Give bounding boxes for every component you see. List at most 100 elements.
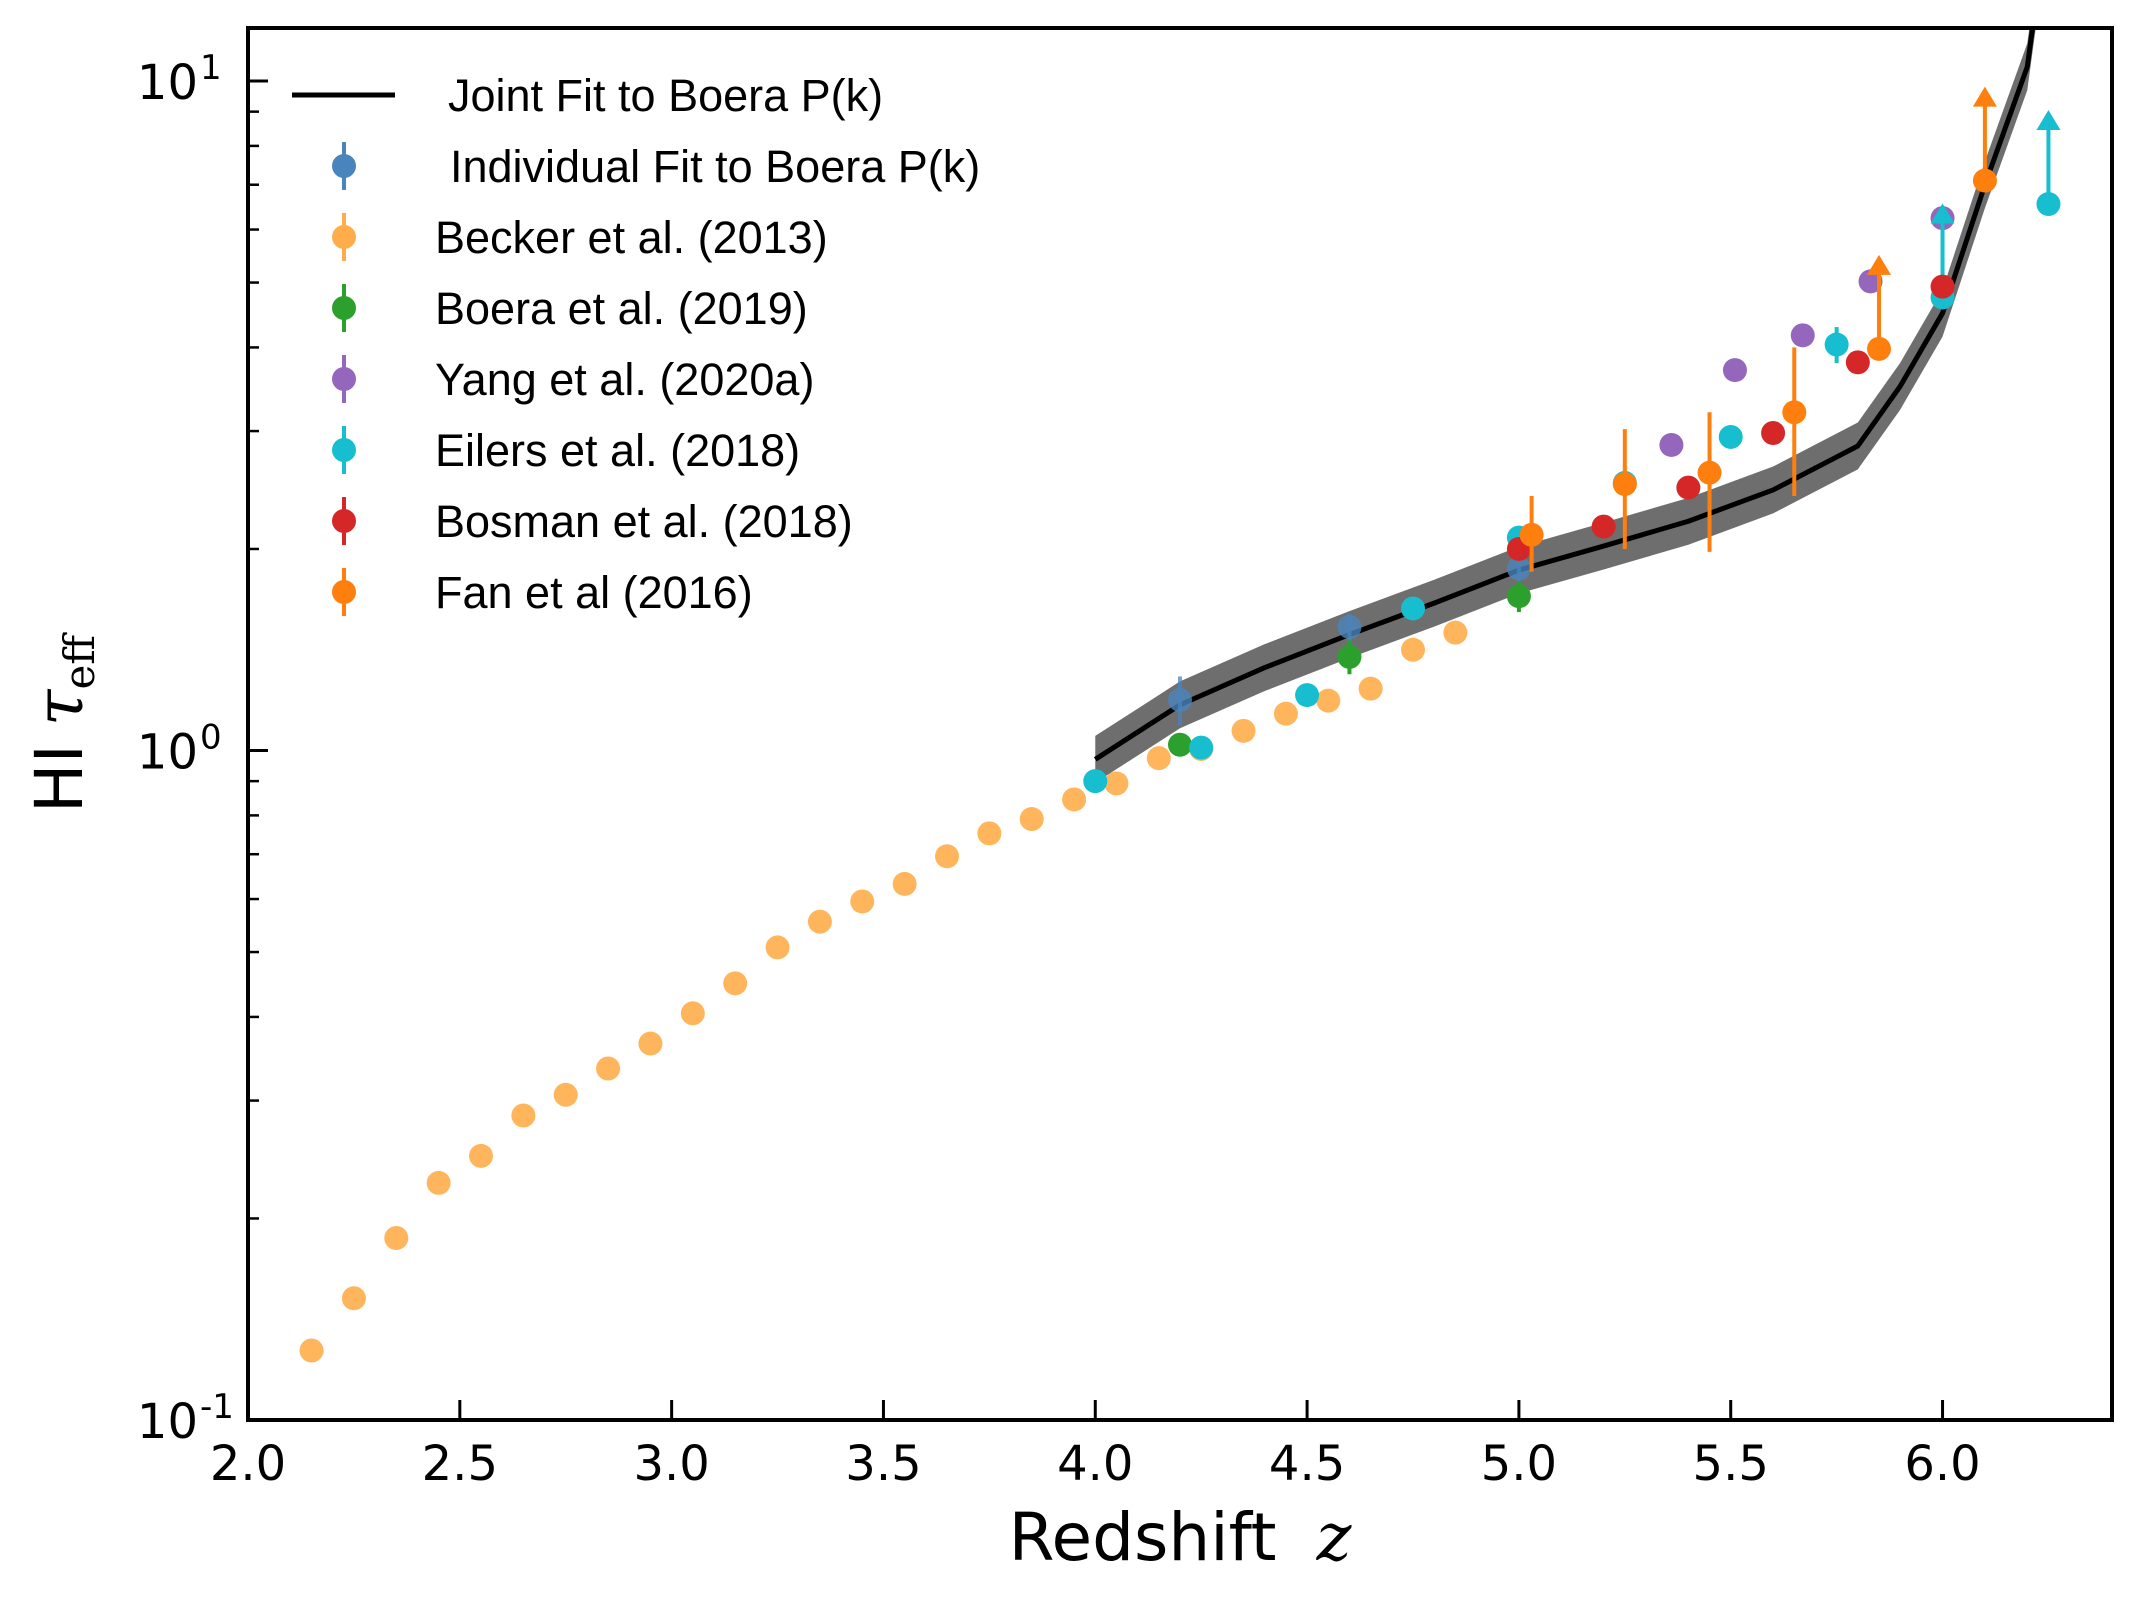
legend-entry: Bosman et al. (2018): [332, 496, 853, 547]
legend-marker-swatch: [332, 296, 356, 320]
legend-marker-swatch: [332, 509, 356, 533]
legend-label: Bosman et al. (2018): [435, 496, 853, 547]
legend-entry: Yang et al. (2020a): [332, 354, 814, 405]
legend-entry: Becker et al. (2013): [332, 212, 828, 263]
data-point: [1972, 168, 1997, 193]
data-point: [638, 1031, 663, 1056]
x-tick-label: 3.5: [845, 1436, 921, 1492]
x-tick-label: 4.5: [1269, 1436, 1345, 1492]
data-point: [553, 1082, 578, 1107]
y-tick-label: 10 -1: [137, 1387, 234, 1450]
data-point: [1401, 637, 1425, 662]
legend-marker-swatch: [332, 154, 356, 178]
x-tick-label: 2.0: [210, 1436, 286, 1492]
data-point: [892, 871, 917, 896]
data-point: [1761, 421, 1786, 446]
data-point: [935, 844, 959, 869]
data-point: [807, 909, 832, 934]
data-point: [1168, 687, 1192, 712]
data-point: [1506, 584, 1531, 609]
y-tick-label-base: 10: [137, 1394, 198, 1450]
y-tick-label: 10 0: [137, 718, 222, 781]
legend-entry: Individual Fit to Boera P(k): [332, 141, 980, 192]
y-tick-label-base: 10: [137, 725, 198, 781]
data-points-group: [299, 86, 2061, 1363]
series-fan-et-al-2016: [1519, 86, 1997, 572]
legend-label: Yang et al. (2020a): [435, 354, 814, 405]
x-tick-label: 3.0: [633, 1436, 709, 1492]
legend-marker-swatch: [332, 367, 356, 391]
data-point: [384, 1226, 409, 1251]
data-point: [1168, 732, 1192, 757]
legend-entry: Joint Fit to Boera P(k): [292, 70, 883, 121]
legend: Joint Fit to Boera P(k) Individual Fit to…: [292, 70, 980, 618]
data-point: [1295, 683, 1320, 708]
x-axis-title-var: z: [1316, 1499, 1353, 1576]
data-point: [596, 1056, 621, 1081]
data-point: [1506, 556, 1531, 581]
x-tick-label: 5.5: [1693, 1436, 1769, 1492]
x-tick-label: 4.0: [1057, 1436, 1133, 1492]
legend-label: Becker et al. (2013): [435, 212, 828, 263]
axes-frame: [246, 26, 2114, 1422]
x-tick-label: 5.0: [1481, 1436, 1557, 1492]
data-point: [1146, 746, 1171, 771]
legend-marker-swatch: [332, 580, 356, 604]
legend-marker-swatch: [332, 225, 356, 249]
series-bosman-et-al-2018: [1506, 274, 1955, 561]
data-point: [1930, 274, 1955, 299]
data-point: [680, 1001, 705, 1026]
data-point: [469, 1143, 493, 1168]
y-tick-label: 10 1: [137, 48, 222, 111]
data-point: [1519, 522, 1544, 547]
data-point: [341, 1286, 366, 1311]
series-becker-et-al-2013: [299, 620, 1468, 1363]
data-point: [1337, 614, 1362, 639]
y-axis-title-sub: eff: [55, 632, 104, 690]
data-point: [426, 1170, 451, 1195]
data-point: [1104, 771, 1129, 796]
data-point: [511, 1103, 536, 1128]
lower-limit-arrow-head: [1972, 86, 1997, 107]
data-point: [1845, 350, 1870, 375]
y-axis-title-var: τ: [21, 688, 98, 726]
legend-entry: Eilers et al. (2018): [332, 425, 800, 476]
y-tick-label-exp: 1: [200, 48, 222, 88]
lower-limit-arrow-head: [2036, 110, 2061, 131]
data-point: [1019, 807, 1044, 832]
data-point: [1358, 676, 1383, 701]
legend-marker-swatch: [332, 438, 356, 462]
data-point: [1858, 269, 1883, 294]
legend-label: Eilers et al. (2018): [435, 425, 800, 476]
data-point: [1782, 400, 1807, 425]
data-point: [1722, 358, 1747, 383]
y-tick-label-exp: 0: [200, 718, 222, 758]
legend-entry: Fan et al (2016): [332, 567, 753, 618]
x-tick-label: 2.5: [422, 1436, 498, 1492]
data-point: [1083, 769, 1108, 794]
x-axis-title: Redshift z: [1009, 1499, 1353, 1576]
x-tick-label: 6.0: [1904, 1436, 1980, 1492]
y-axis-title-text: HI: [21, 744, 98, 813]
data-point: [299, 1338, 324, 1363]
data-point: [765, 935, 790, 960]
lower-limit-arrow-head: [1867, 254, 1891, 275]
legend-label: Individual Fit to Boera P(k): [450, 141, 980, 192]
legend-label: Joint Fit to Boera P(k): [448, 70, 883, 121]
data-point: [1316, 688, 1341, 713]
data-point: [2036, 192, 2061, 217]
data-point: [1659, 432, 1684, 457]
x-axis-title-text: Redshift: [1009, 1499, 1277, 1576]
joint-fit-line: [1093, 28, 2036, 762]
series-boera-et-al-2019: [1168, 581, 1531, 757]
lower-limit-arrow-head: [1930, 203, 1955, 224]
data-point: [1824, 332, 1849, 357]
legend-entry: Boera et al. (2019): [332, 283, 808, 334]
data-point: [1612, 472, 1637, 497]
data-point: [850, 889, 875, 914]
data-point: [1062, 787, 1087, 812]
data-point: [1273, 701, 1298, 726]
data-point: [1591, 514, 1616, 539]
